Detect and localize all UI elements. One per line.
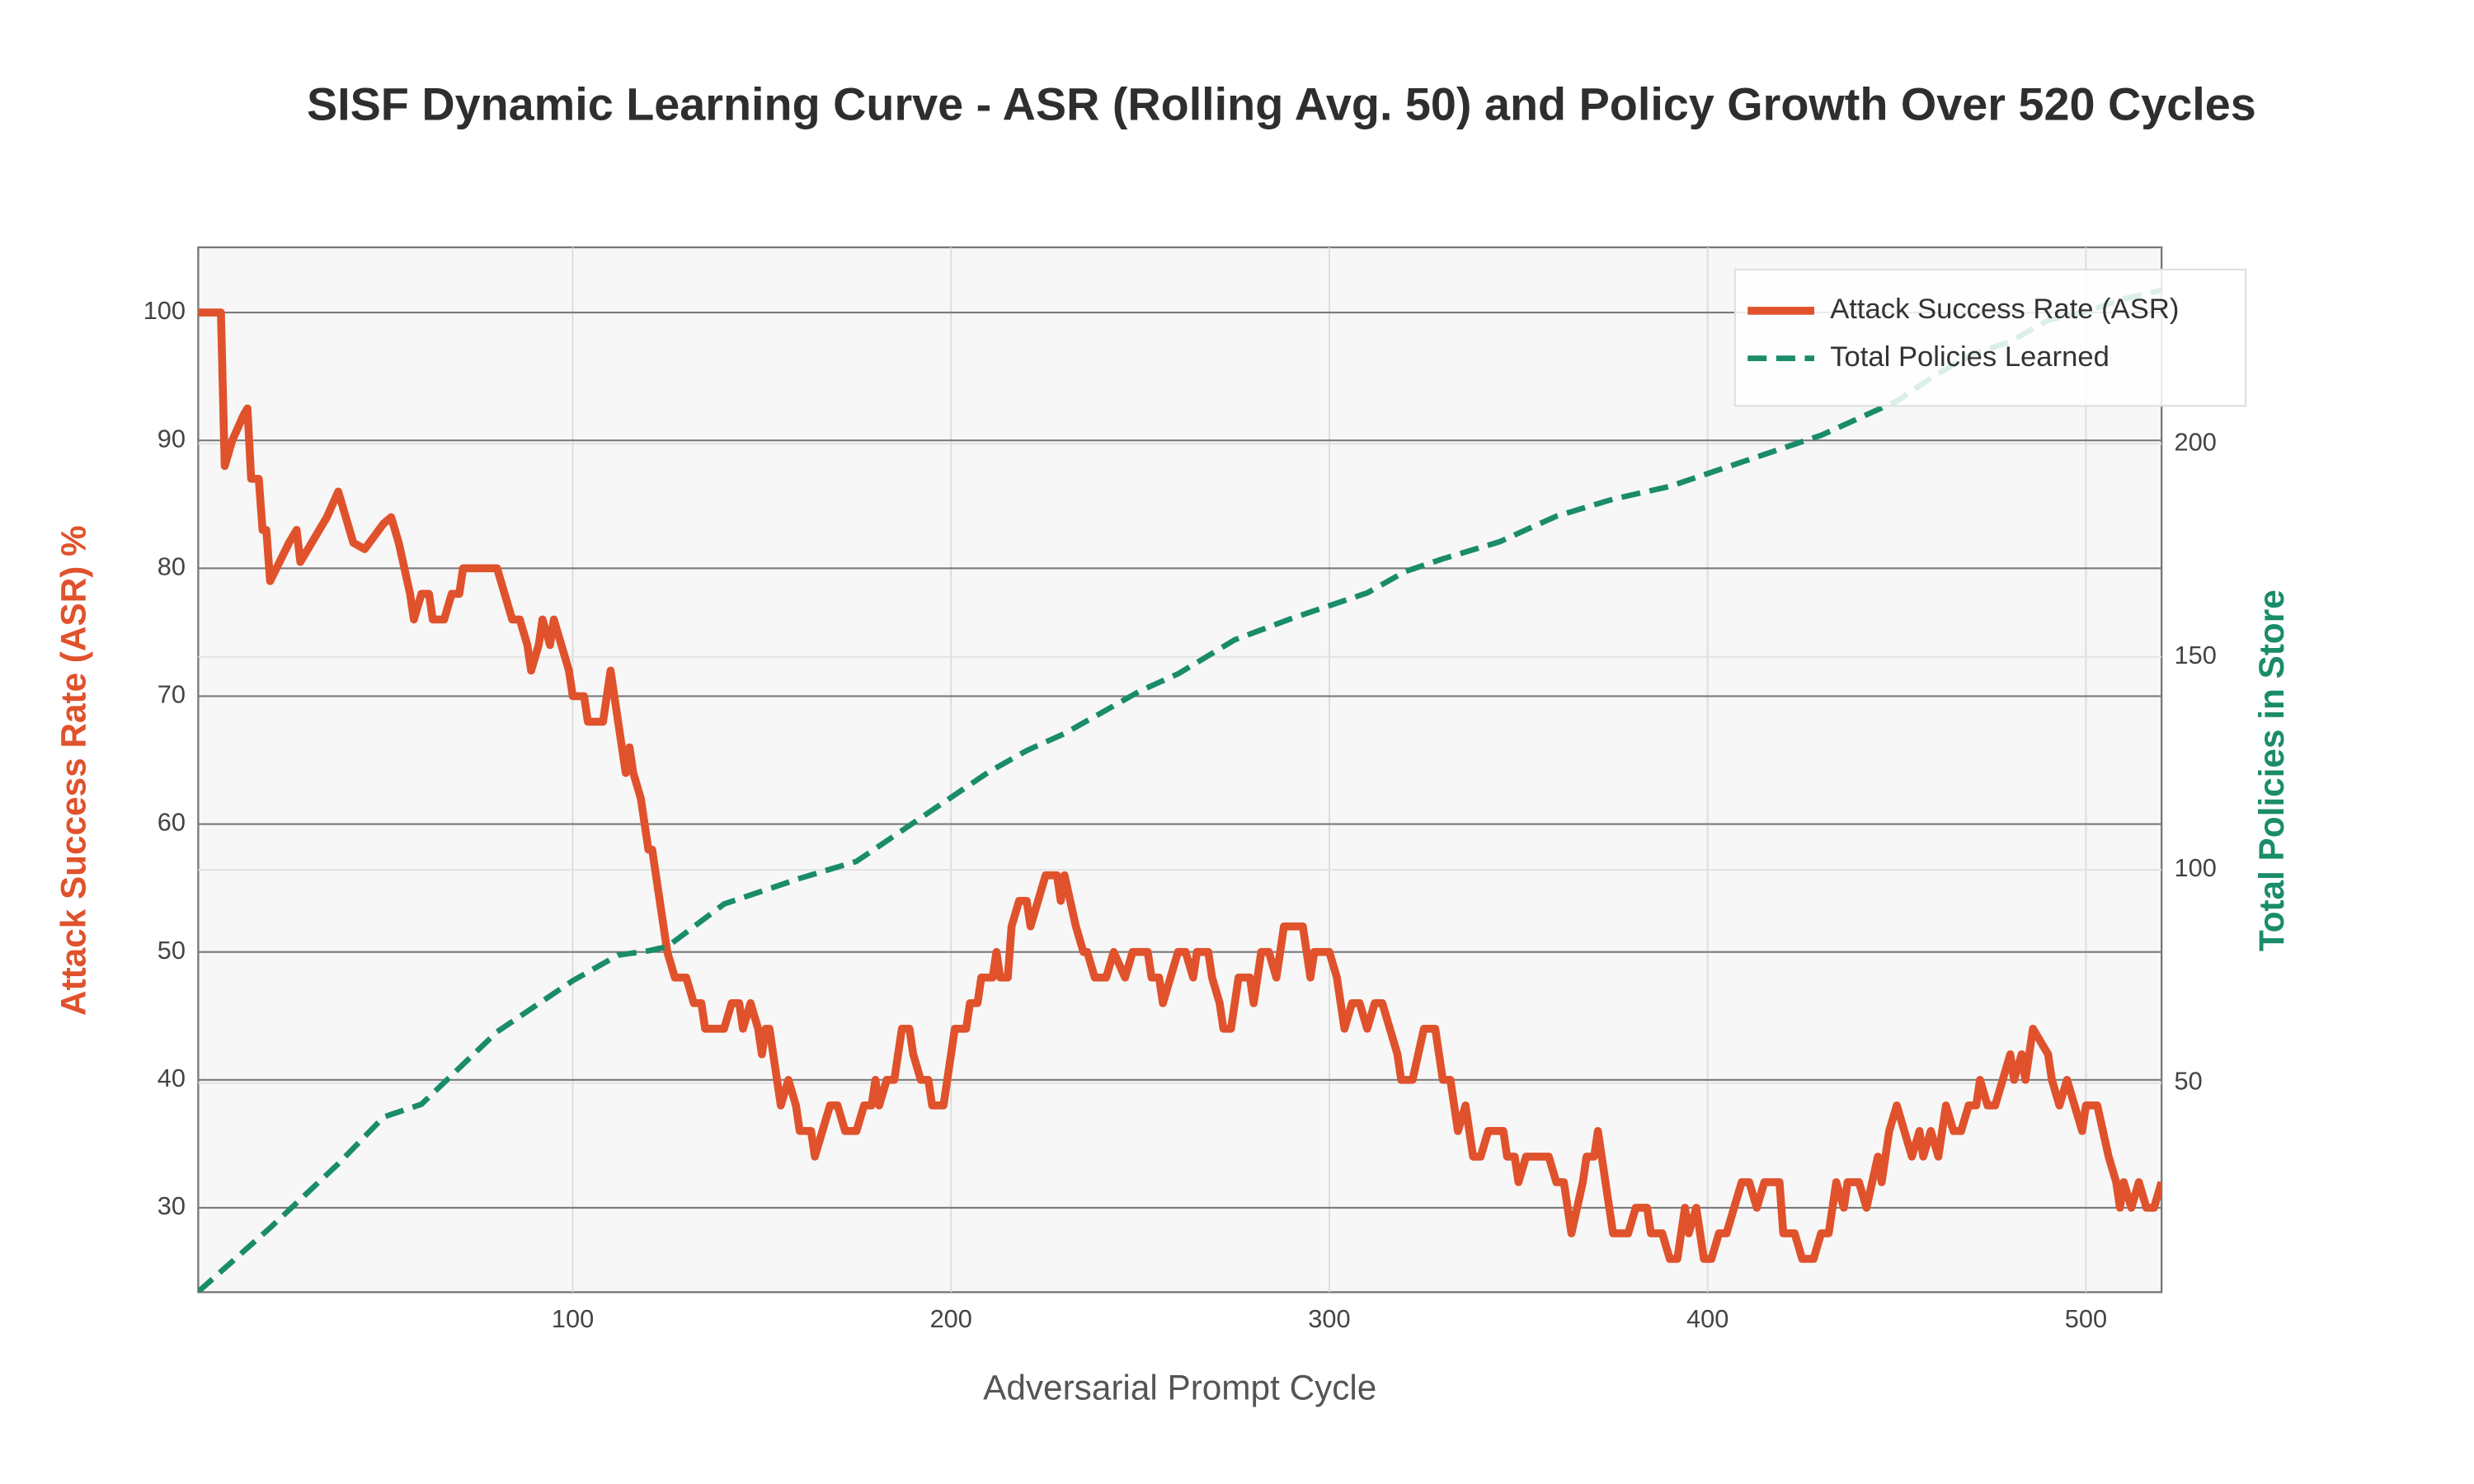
- grid: [198, 247, 2162, 1293]
- y2-tick-label: 100: [2175, 853, 2217, 882]
- series-line: [198, 287, 2162, 1293]
- chart-title: SISF Dynamic Learning Curve - ASR (Rolli…: [307, 79, 2256, 130]
- legend-label: Total Policies Learned: [1830, 341, 2109, 373]
- y-tick-label: 60: [158, 808, 186, 837]
- legend: Attack Success Rate (ASR) Total Policies …: [1733, 268, 2247, 407]
- legend-label: Attack Success Rate (ASR): [1830, 294, 2179, 325]
- y-tick-label: 100: [143, 296, 186, 325]
- y-tick-label: 90: [158, 424, 186, 453]
- x-axis-title: Adversarial Prompt Cycle: [983, 1369, 1376, 1407]
- x-tick-label: 200: [930, 1304, 972, 1333]
- lines: [198, 287, 2162, 1293]
- y-tick-label: 80: [158, 552, 186, 580]
- y-tick-label: 30: [158, 1191, 186, 1220]
- y-axis-title: Attack Success Rate (ASR) %: [54, 525, 92, 1016]
- x-tick-label: 400: [1686, 1304, 1729, 1333]
- x-tick-label: 500: [2065, 1304, 2107, 1333]
- y-tick-label: 50: [158, 936, 186, 965]
- y2-axis-title: Total Policies in Store: [2252, 589, 2291, 951]
- labels: 100 200 300 400 500 50 100 150 200 30 40 50 60 70 80 90…: [143, 296, 2217, 1333]
- x-tick-label: 300: [1308, 1304, 1350, 1333]
- plot-area: [197, 246, 2163, 1294]
- y2-tick-label: 150: [2175, 641, 2217, 669]
- x-tick-label: 100: [552, 1304, 594, 1333]
- y2-tick-label: 50: [2175, 1067, 2203, 1096]
- series-line: [198, 308, 2162, 1263]
- y-tick-label: 40: [158, 1064, 186, 1092]
- legend-box: [1733, 268, 2247, 407]
- y2-tick-label: 200: [2175, 427, 2217, 456]
- y-tick-label: 70: [158, 680, 186, 709]
